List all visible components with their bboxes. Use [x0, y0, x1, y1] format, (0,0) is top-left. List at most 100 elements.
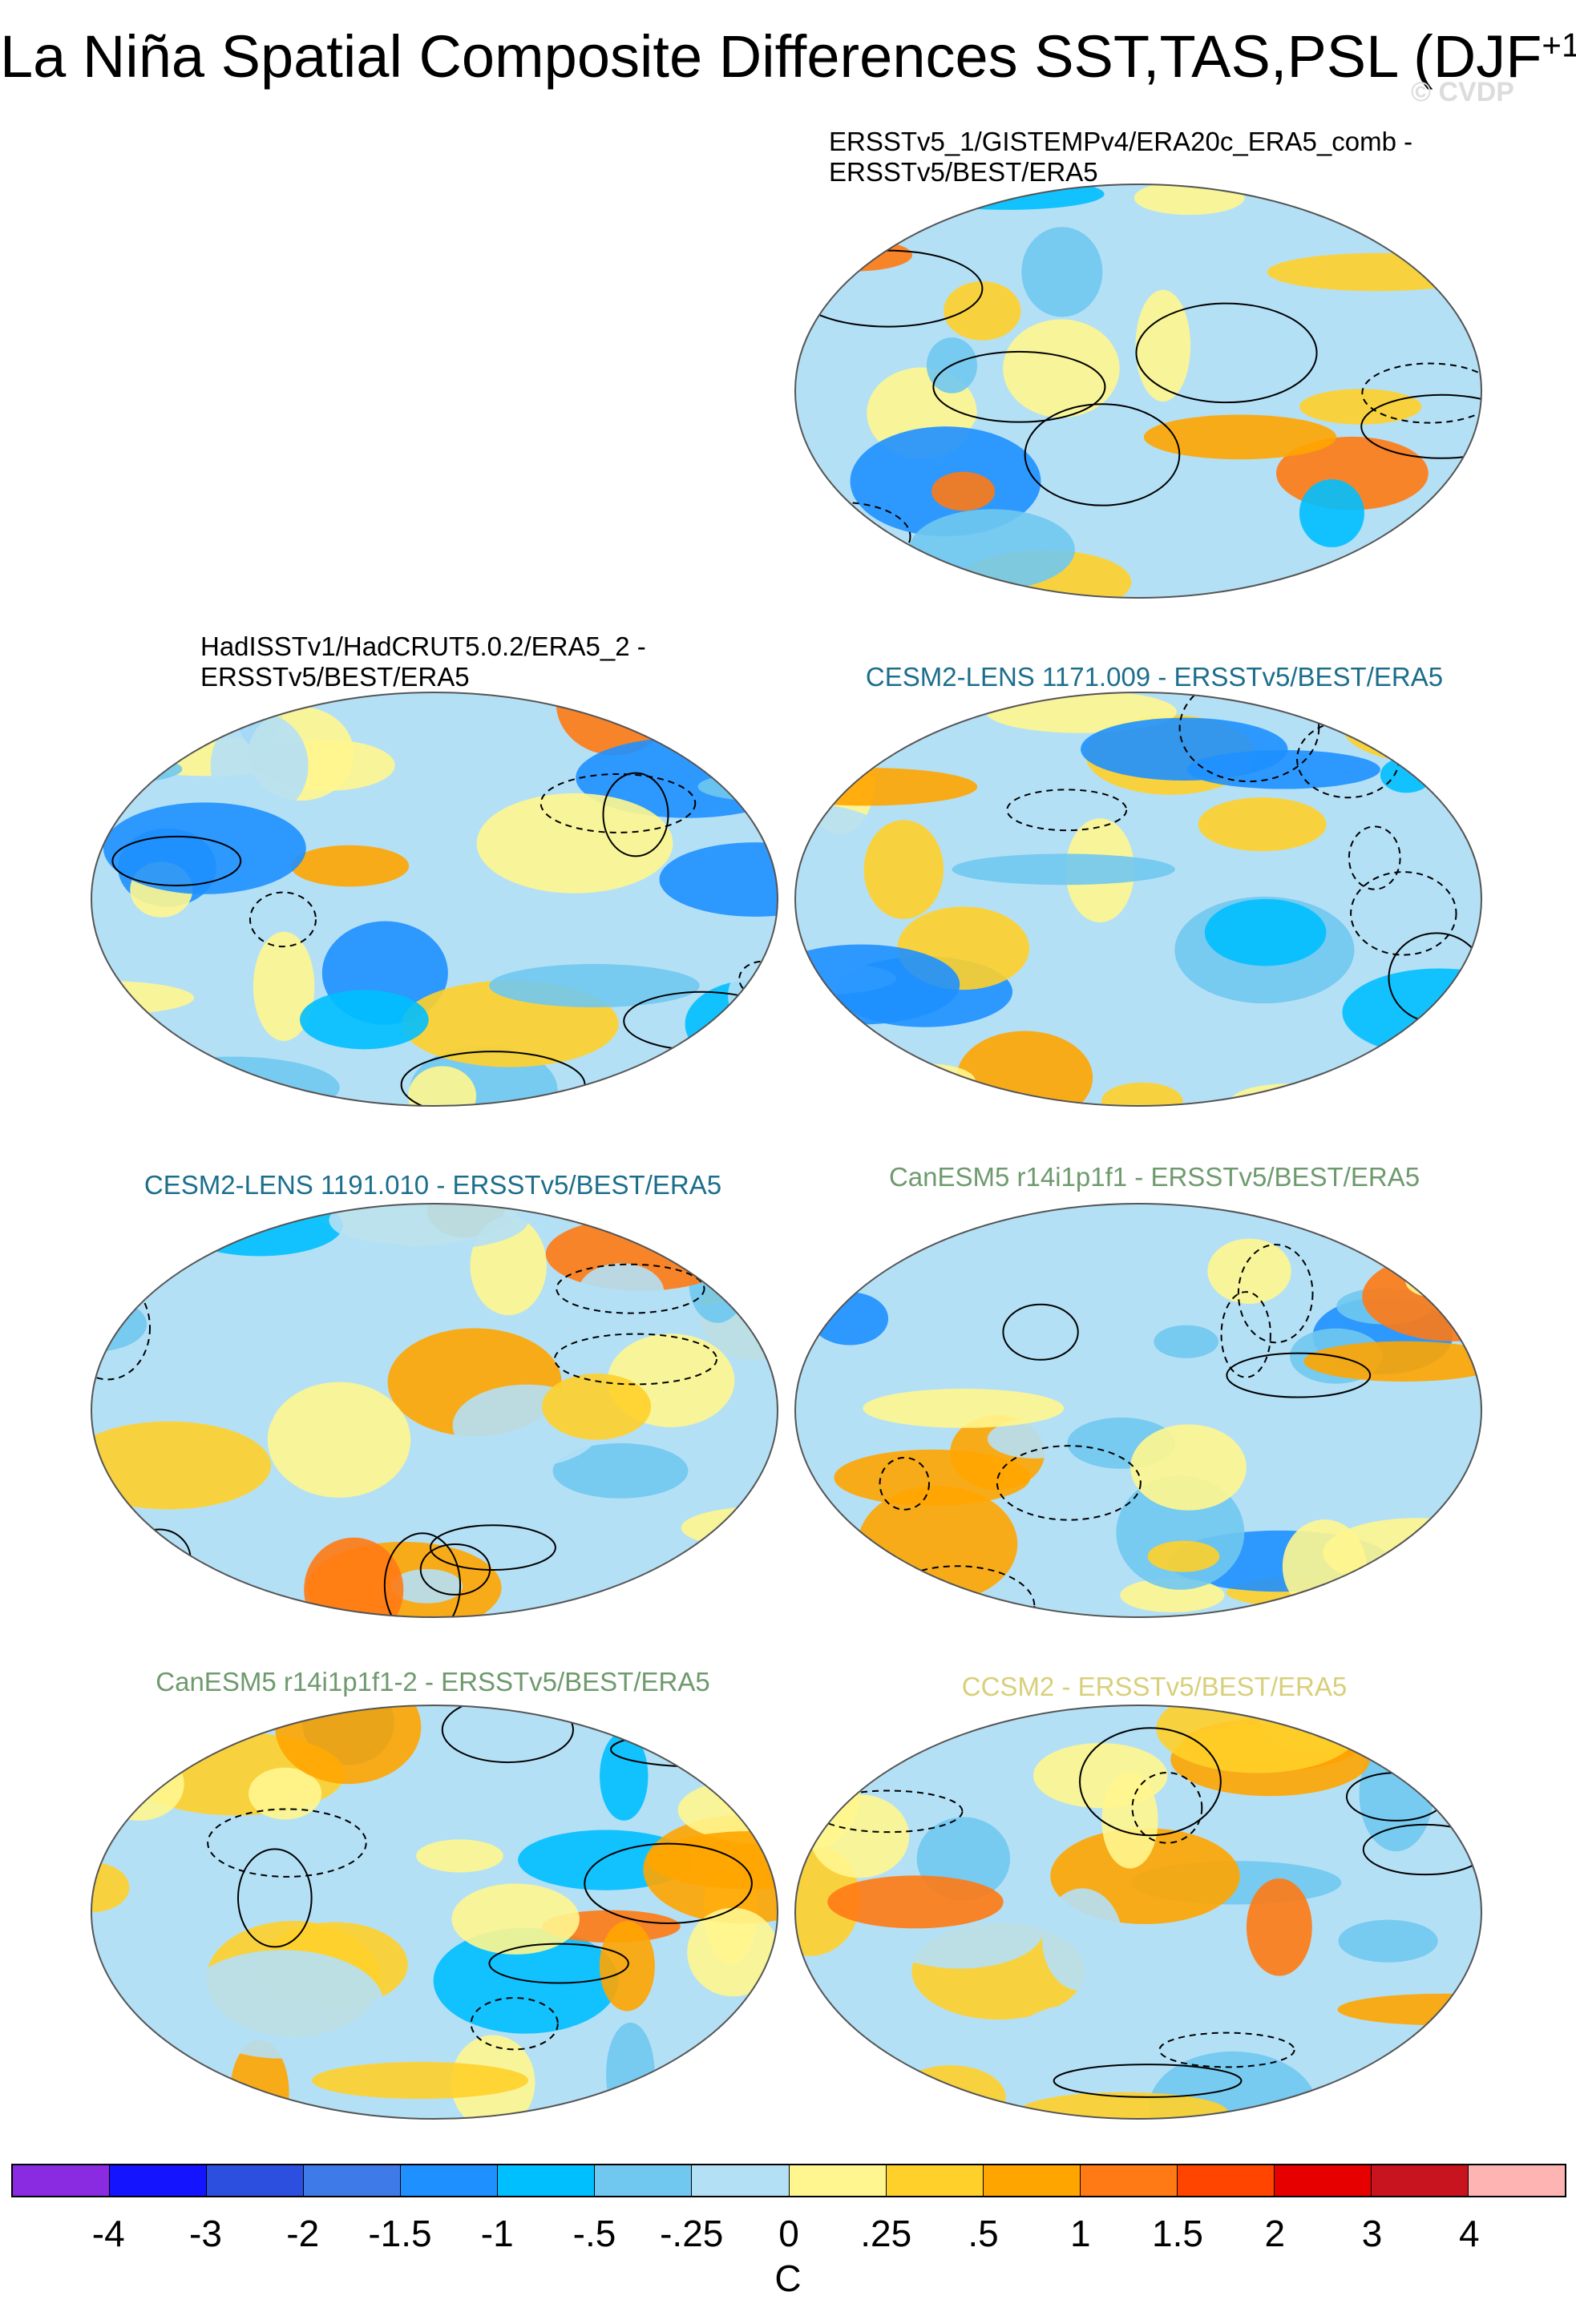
psl-contour — [429, 1524, 556, 1571]
colorbar-tick-label: -.5 — [572, 2213, 616, 2254]
anomaly-patch — [848, 537, 903, 598]
anomaly-patch — [1246, 1878, 1312, 1976]
anomaly-patch — [253, 931, 315, 1041]
psl-contour — [932, 350, 1106, 423]
psl-contour — [1002, 1303, 1079, 1361]
colorbar-swatch — [789, 2165, 887, 2196]
psl-contour — [1178, 692, 1320, 783]
anomaly-patch — [1010, 2004, 1134, 2089]
anomaly-patch — [1267, 252, 1481, 292]
anomaly-patch — [600, 1731, 649, 1821]
psl-contour — [1053, 2064, 1243, 2098]
psl-contour — [1135, 302, 1318, 404]
panel-title-3-line1: CESM2-LENS 1171.009 - ERSSTv5/BEST/ERA5 — [865, 662, 1444, 692]
psl-contour — [1360, 393, 1481, 459]
map-outline — [794, 184, 1482, 599]
colorbar-tick-label: -3 — [189, 2213, 222, 2254]
map-outline — [91, 1705, 778, 2120]
anomaly-patch — [451, 1883, 580, 1955]
anomaly-patch — [795, 239, 913, 272]
psl-contour — [419, 1543, 491, 1596]
colorbar-swatch — [1080, 2165, 1178, 2196]
anomaly-map-1 — [794, 184, 1482, 599]
anomaly-map-7 — [794, 1705, 1482, 2120]
psl-contour — [1226, 1352, 1372, 1398]
colorbar-tick-label: -1.5 — [368, 2213, 432, 2254]
colorbar-swatch — [1274, 2165, 1372, 2196]
anomaly-patch — [1400, 1204, 1462, 1233]
colorbar-tick-label: 0 — [778, 2213, 799, 2254]
anomaly-patch — [1207, 1238, 1291, 1304]
anomaly-patch — [1198, 797, 1327, 852]
panel-title-2-line1: HadISSTv1/HadCRUT5.0.2/ERA5_2 - — [200, 631, 646, 661]
map-outline — [91, 1203, 778, 1618]
anomaly-patch — [1303, 1341, 1481, 1382]
colorbar-tick-label: 4 — [1458, 2213, 1480, 2254]
psl-contour — [556, 1263, 705, 1314]
psl-contour — [383, 1532, 462, 1617]
psl-contour — [1348, 825, 1401, 890]
anomaly-patch — [1380, 757, 1433, 793]
anomaly-patch — [1299, 479, 1364, 547]
panel-title-1-line1: ERSSTv5_1/GISTEMPv4/ERA20c_ERA5_comb - — [829, 127, 1413, 156]
anomaly-patch — [952, 853, 1175, 886]
colorbar-tick-label: -4 — [91, 2213, 125, 2254]
colorbar-tick-label: .25 — [860, 2213, 912, 2254]
anomaly-map-6 — [91, 1705, 778, 2120]
anomaly-patch — [181, 1950, 384, 2059]
anomaly-patch — [269, 1241, 438, 1276]
anomaly-patch — [311, 2061, 529, 2100]
anomaly-patch — [687, 1907, 778, 1997]
cvdp-watermark: © CVDP — [1411, 77, 1514, 107]
colorbar-swatch — [1371, 2165, 1469, 2196]
anomaly-patch — [578, 1263, 665, 1322]
panel-title-7-line1: CCSM2 - ERSSTv5/BEST/ERA5 — [961, 1672, 1348, 1701]
anomaly-patch — [821, 294, 958, 379]
psl-contour — [111, 835, 242, 886]
anomaly-patch — [267, 1382, 411, 1498]
anomaly-patch — [931, 471, 996, 511]
anomaly-patch — [1101, 1772, 1158, 1869]
psl-contour — [1237, 1244, 1314, 1344]
psl-contour — [1361, 362, 1481, 424]
panel-title-5: CanESM5 r14i1p1f1 - ERSSTv5/BEST/ERA5 — [794, 1162, 1515, 1192]
psl-contour — [879, 1565, 1036, 1617]
anomaly-patch — [1021, 227, 1103, 317]
map-outline — [794, 1203, 1482, 1618]
anomaly-patch — [476, 793, 673, 894]
panel-title-1: ERSSTv5_1/GISTEMPv4/ERA20c_ERA5_comb - E… — [829, 127, 1412, 188]
anomaly-patch — [713, 1742, 778, 1818]
colorbar-swatch — [983, 2165, 1081, 2196]
anomaly-patch — [1041, 1888, 1123, 1991]
anomaly-patch — [1359, 1737, 1433, 1852]
anomaly-patch — [1003, 319, 1120, 418]
psl-contour — [1024, 403, 1181, 506]
anomaly-patch — [1149, 2051, 1317, 2119]
anomaly-patch — [1204, 898, 1327, 966]
psl-contour — [1293, 692, 1447, 719]
panel-title-3: CESM2-LENS 1171.009 - ERSSTv5/BEST/ERA5 — [794, 662, 1515, 692]
colorbar-swatch — [110, 2165, 208, 2196]
panel-title-7: CCSM2 - ERSSTv5/BEST/ERA5 — [794, 1672, 1515, 1702]
anomaly-patch — [795, 1077, 899, 1106]
psl-contour — [1350, 871, 1457, 956]
map-outline — [794, 692, 1482, 1107]
colorbar-swatch — [1468, 2165, 1565, 2196]
colorbar-tick-label: 3 — [1361, 2213, 1383, 2254]
anomaly-patch — [408, 1066, 477, 1106]
anomaly-patch — [1430, 1762, 1481, 1793]
anomaly-patch — [863, 1388, 1065, 1428]
anomaly-patch — [592, 1204, 740, 1237]
psl-contour — [1158, 2031, 1295, 2068]
anomaly-map-2 — [91, 692, 778, 1107]
anomaly-map-4 — [91, 1203, 778, 1618]
psl-contour — [1220, 1291, 1271, 1378]
psl-contour — [539, 773, 697, 833]
panel-title-4: CESM2-LENS 1191.010 - ERSSTv5/BEST/ERA5 — [72, 1170, 794, 1200]
colorbar-swatch — [498, 2165, 596, 2196]
psl-contour — [879, 1456, 931, 1511]
psl-contour — [207, 1808, 367, 1878]
panel-title-6-line1: CanESM5 r14i1p1f1-2 - ERSSTv5/BEST/ERA5 — [156, 1667, 710, 1697]
colorbar-swatch — [692, 2165, 790, 2196]
panel-title-6: CanESM5 r14i1p1f1-2 - ERSSTv5/BEST/ERA5 — [72, 1667, 794, 1697]
